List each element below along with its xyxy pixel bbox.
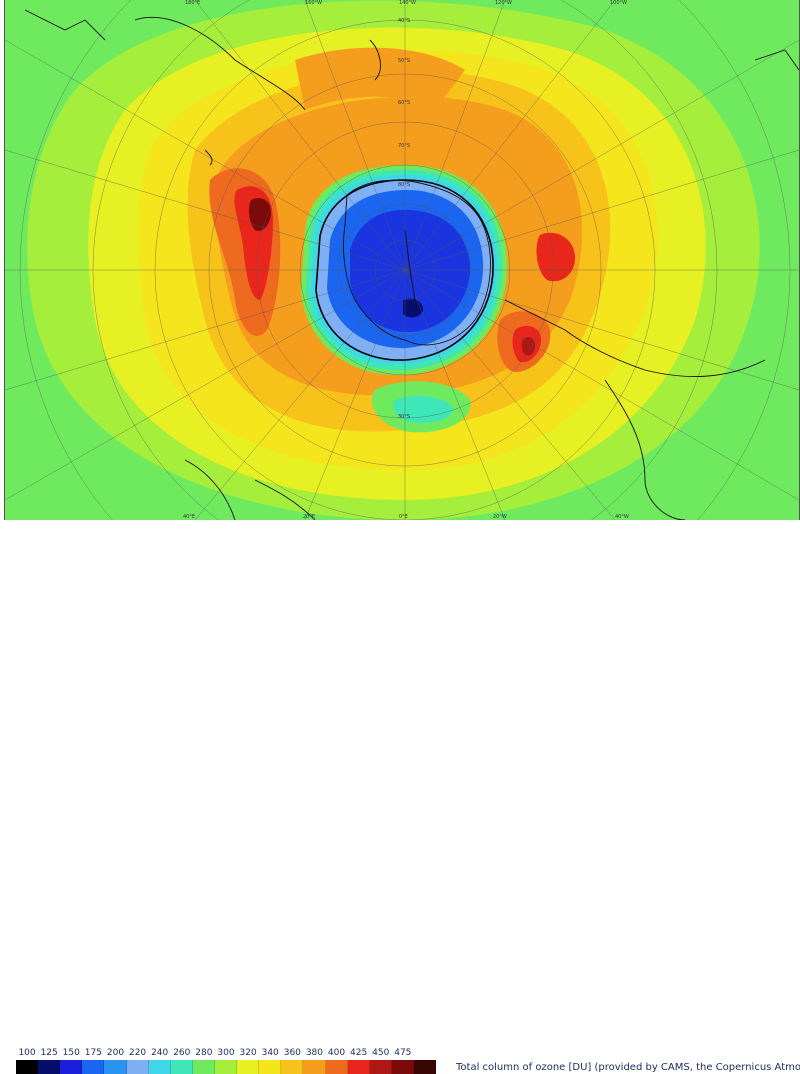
color-scale (16, 1060, 437, 1074)
scale-swatch (347, 1060, 370, 1074)
scale-labels: 100 125 150 175 200 220 240 260 280 300 320 340 360 3… (0, 1048, 440, 1060)
lon-label-edge-40e: 40°E (183, 514, 195, 520)
lon-label-edge-40w: 40°W (615, 514, 629, 520)
ozone-map-svg: 80°S 70°S 60°S 50°S 40°S 30°S 180°E 160°… (5, 0, 799, 520)
pacific-islands-coastline (754, 49, 799, 71)
scale-label: 200 (106, 1048, 125, 1058)
lon-label-edge-140w: 140°W (399, 0, 416, 6)
scale-swatch (38, 1060, 61, 1074)
lat-label-80s: 80°S (398, 182, 410, 188)
scale-swatch (369, 1060, 392, 1074)
scale-swatch (237, 1060, 260, 1074)
scale-swatch (391, 1060, 414, 1074)
graticule-labels: 80°S 70°S 60°S 50°S 40°S 30°S 180°E 160°… (183, 0, 629, 520)
lon-label-edge-180e: 180°E (185, 0, 200, 6)
lon-label-edge-20w: 20°W (493, 514, 507, 520)
scale-label: 320 (239, 1048, 257, 1058)
scale-swatch (60, 1060, 83, 1074)
lat-label-70s: 70°S (398, 143, 410, 149)
scale-swatch (303, 1060, 326, 1074)
ozone-hole-min (403, 298, 423, 318)
indonesia-coastline (24, 9, 106, 41)
lat-label-40s: 40°S (398, 18, 410, 24)
scale-swatch (148, 1060, 171, 1074)
scale-label: 475 (394, 1048, 412, 1058)
scale-swatch (259, 1060, 282, 1074)
scale-label: 100 (18, 1048, 36, 1058)
lon-label-edge-20e: 20°E (303, 514, 315, 520)
scale-label: 380 (305, 1048, 323, 1058)
scale-label: 260 (173, 1048, 191, 1058)
scale-label: 175 (84, 1048, 102, 1058)
australia-coastline (134, 16, 306, 111)
lon-label-edge-160w: 160°W (305, 0, 322, 6)
scale-label: 450 (372, 1048, 390, 1058)
scale-label: 425 (350, 1048, 368, 1058)
map-caption: Total column of ozone [DU] (provided by … (456, 1062, 800, 1073)
ozone-max-indian-ocean-core (248, 198, 271, 231)
legend: 100 125 150 175 200 220 240 260 280 300 320 340 360 3… (0, 522, 800, 1074)
antarctic-peninsula-line (404, 229, 416, 301)
scale-swatch (170, 1060, 193, 1074)
ozone-max-south-atlantic (536, 232, 575, 282)
africa-coastline (254, 479, 316, 520)
antarctica-coastline (343, 179, 491, 346)
scale-label: 150 (62, 1048, 80, 1058)
lon-label-edge-0e: 0°E (399, 514, 408, 520)
scale-label: 280 (195, 1048, 213, 1058)
scale-label: 340 (261, 1048, 279, 1058)
lat-label-50s: 50°S (398, 58, 410, 64)
scale-swatch (104, 1060, 127, 1074)
scale-label: 360 (283, 1048, 301, 1058)
scale-swatch (126, 1060, 149, 1074)
meridian-lines (5, 0, 799, 520)
south-america-coastline (504, 299, 766, 378)
scale-label: 300 (217, 1048, 235, 1058)
ozone-band-380-north (295, 47, 465, 110)
tasmania-coastline (204, 149, 213, 166)
scale-swatch (16, 1060, 39, 1074)
new-zealand-coastline (369, 39, 381, 81)
scale-swatch (281, 1060, 304, 1074)
scale-label: 240 (151, 1048, 169, 1058)
scale-swatch (325, 1060, 348, 1074)
lat-label-30s: 30°S (398, 414, 410, 420)
scale-swatch (413, 1060, 437, 1074)
lat-label-60s: 60°S (398, 100, 410, 106)
scale-label: 400 (327, 1048, 346, 1058)
lon-label-edge-100w: 100°W (610, 0, 627, 6)
coastlines (24, 9, 799, 520)
scale-swatch (82, 1060, 105, 1074)
africa-west-coastline (184, 459, 236, 520)
scale-swatch (192, 1060, 215, 1074)
ozone-max-south-america-core (521, 337, 536, 356)
scale-label: 125 (40, 1048, 58, 1058)
scale-swatch (214, 1060, 238, 1074)
south-america-east-coastline (604, 379, 686, 520)
low-ozone-patch-core (393, 395, 453, 423)
scale-label: 220 (128, 1048, 147, 1058)
lon-label-edge-120w: 120°W (495, 0, 512, 6)
ozone-map: 80°S 70°S 60°S 50°S 40°S 30°S 180°E 160°… (4, 0, 800, 520)
